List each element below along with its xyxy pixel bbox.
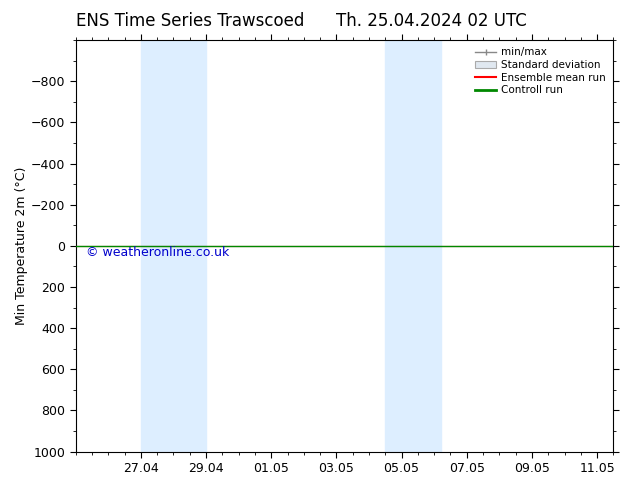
- Y-axis label: Min Temperature 2m (°C): Min Temperature 2m (°C): [15, 167, 28, 325]
- Text: ENS Time Series Trawscoed: ENS Time Series Trawscoed: [76, 12, 304, 30]
- Bar: [385, 40, 441, 452]
- Bar: [141, 40, 206, 452]
- Legend: min/max, Standard deviation, Ensemble mean run, Controll run: min/max, Standard deviation, Ensemble me…: [473, 46, 608, 98]
- Text: © weatheronline.co.uk: © weatheronline.co.uk: [86, 246, 230, 259]
- Text: Th. 25.04.2024 02 UTC: Th. 25.04.2024 02 UTC: [336, 12, 526, 30]
